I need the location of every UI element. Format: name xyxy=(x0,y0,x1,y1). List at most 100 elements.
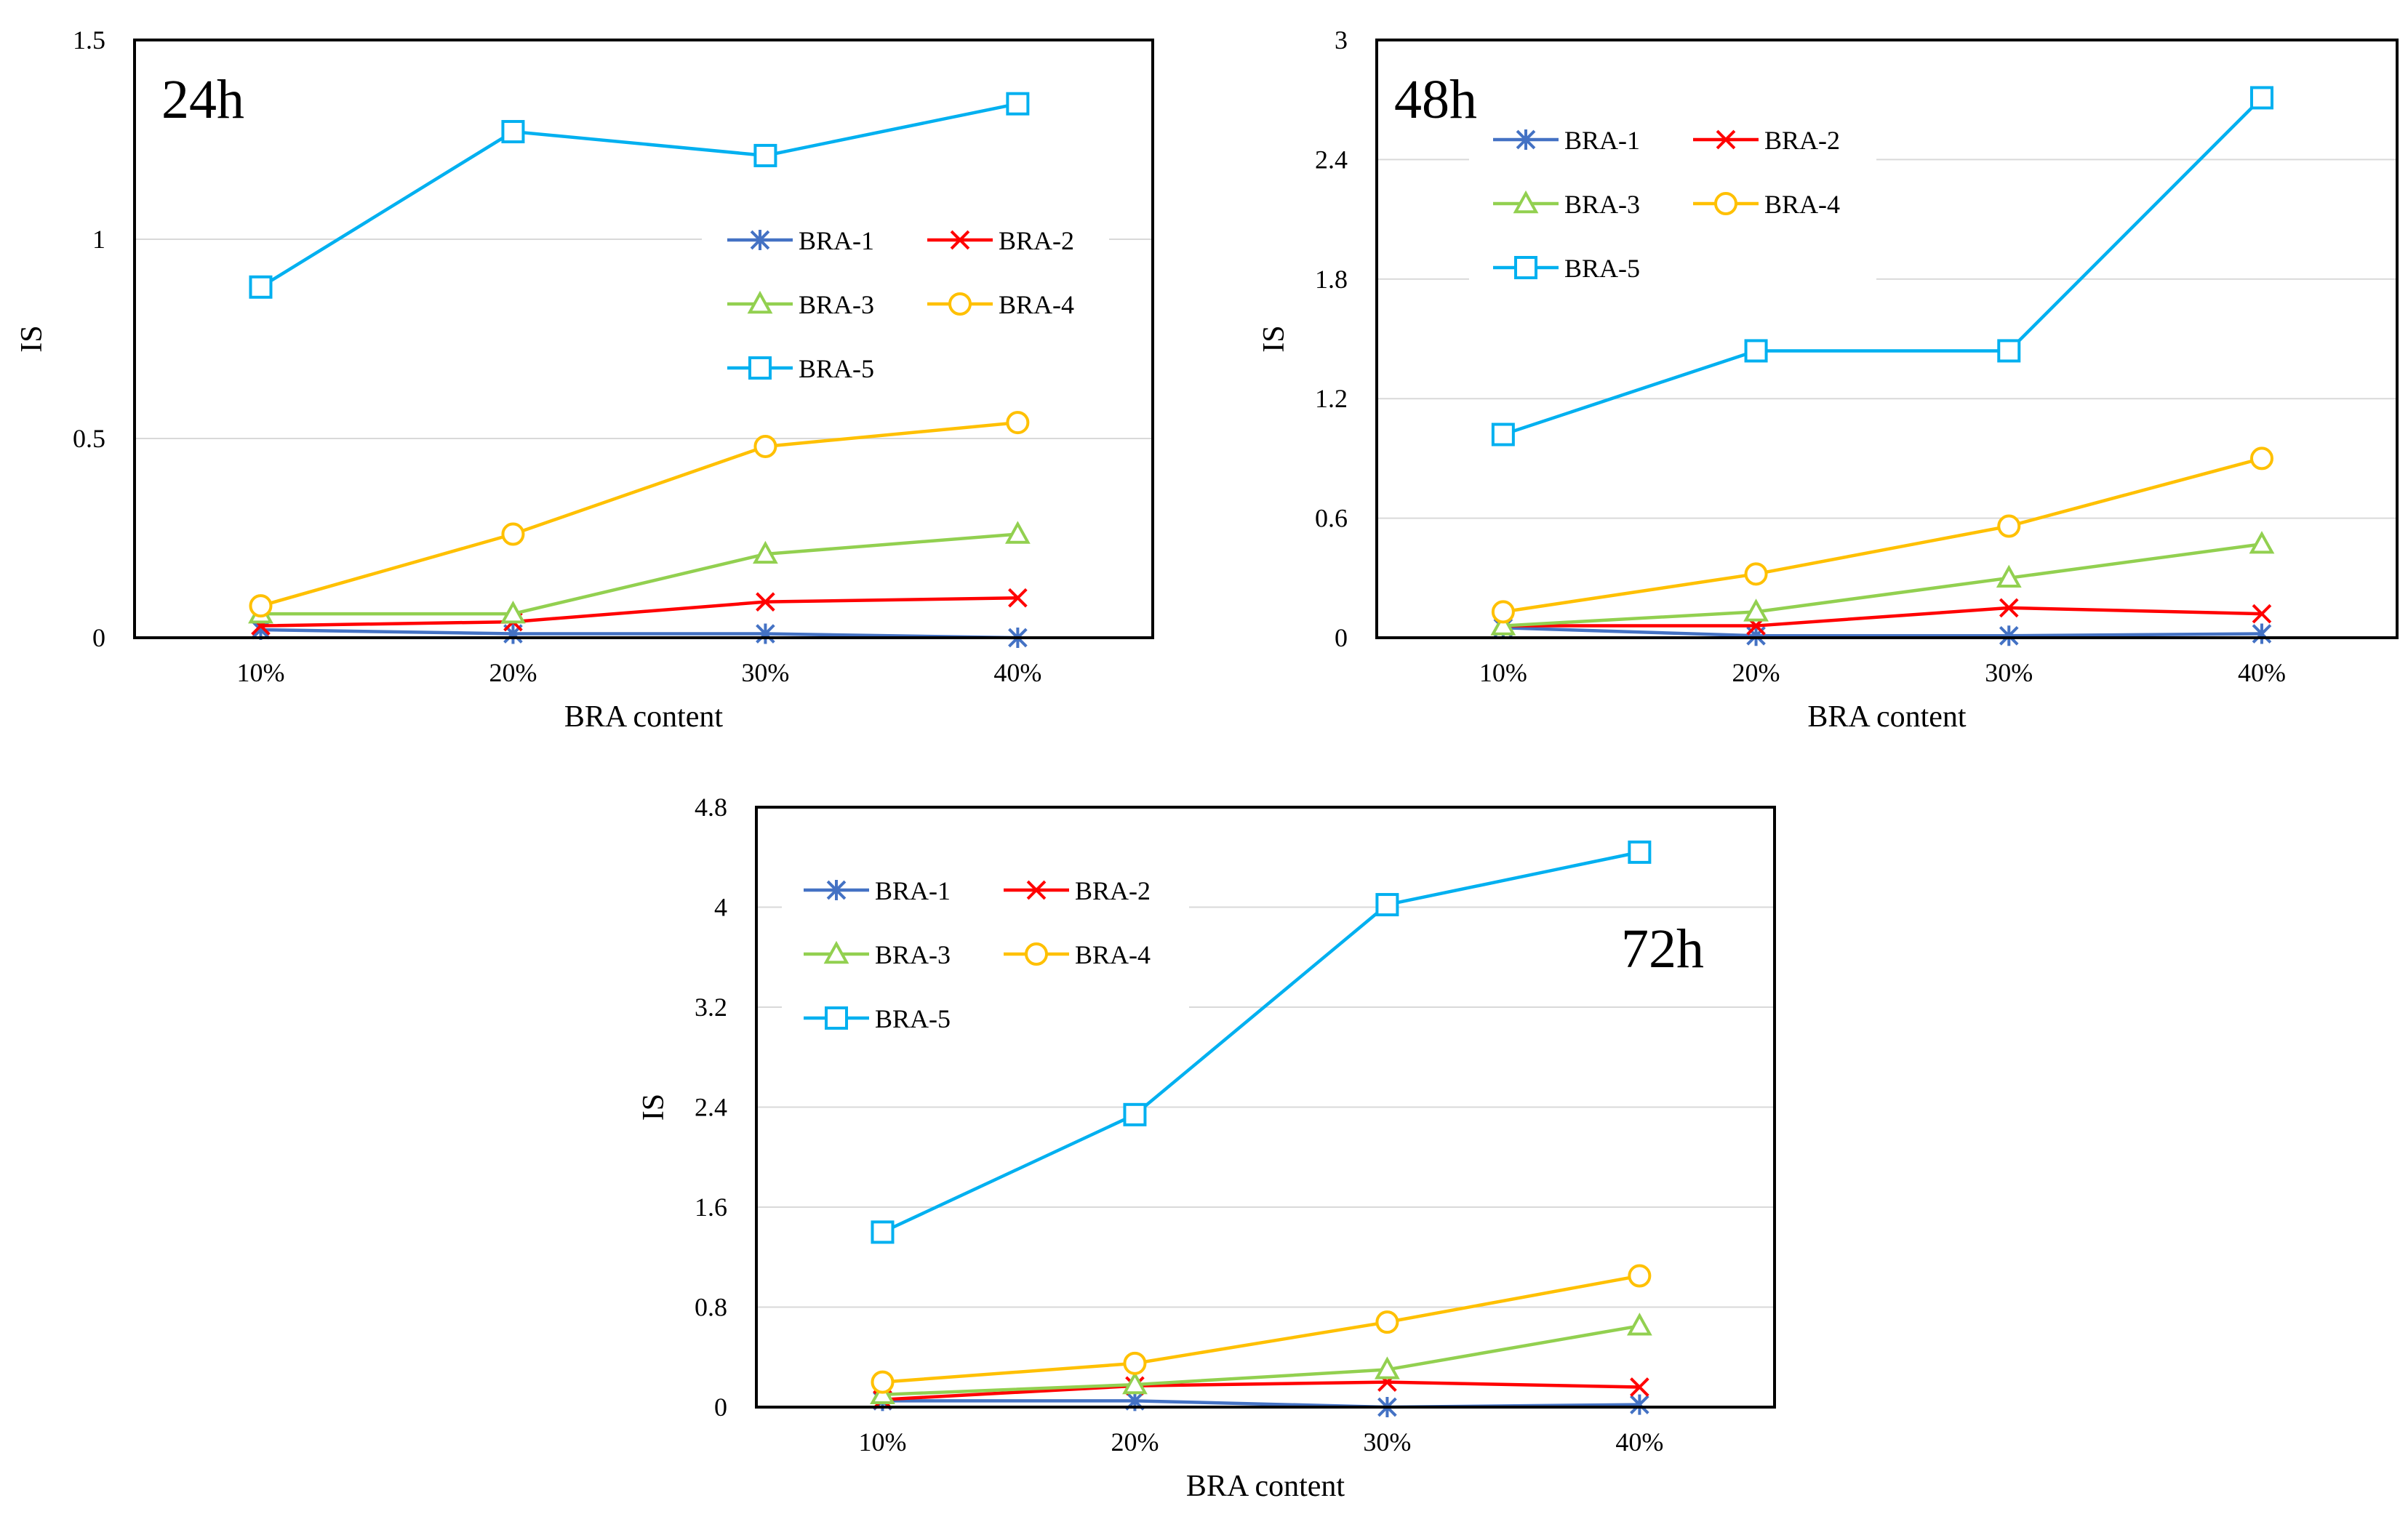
y-tick-label: 4 xyxy=(714,893,727,922)
chart-panel-72h: 0 0.8 1.6 2.4 3.2 4 4.8 10% 20% 30% 40% BRA content… xyxy=(637,793,1776,1503)
marker-bra-3-1 xyxy=(1743,598,1769,622)
x-tick-label: 30% xyxy=(741,658,789,687)
series-bra-5 xyxy=(249,92,1030,299)
series-line-bra-5 xyxy=(260,102,1018,289)
series-bra-3 xyxy=(1490,531,2275,636)
y-tick-label: 0.5 xyxy=(73,424,105,453)
legend-item-bra-4: BRA-4 xyxy=(927,290,1074,319)
x-tick-label: 20% xyxy=(1732,658,1780,687)
legend-label: BRA-1 xyxy=(799,226,874,255)
y-tick-label: 2.4 xyxy=(695,1093,727,1122)
legend-item-bra-1: BRA-1 xyxy=(727,226,874,255)
legend-item-bra-5: BRA-5 xyxy=(727,354,874,383)
legend-item-bra-1: BRA-1 xyxy=(804,876,951,905)
legend-label: BRA-4 xyxy=(1075,940,1151,969)
y-tick-label: 1.2 xyxy=(1315,384,1348,413)
series-bra-4 xyxy=(871,1264,1652,1394)
series-bra-5 xyxy=(871,840,1652,1244)
legend-label: BRA-2 xyxy=(999,226,1074,255)
series-bra-1 xyxy=(1493,617,2272,646)
marker-bra-3-3 xyxy=(2249,531,2275,554)
marker-bra-1-3 xyxy=(2252,623,2272,644)
y-tick-label: 0.6 xyxy=(1315,504,1348,533)
marker-bra-5-3 xyxy=(1006,92,1030,116)
legend-background xyxy=(782,858,1189,1033)
marker-bra-3-1 xyxy=(500,601,526,624)
legend-label: BRA-5 xyxy=(875,1004,951,1033)
legend-label: BRA-5 xyxy=(799,354,874,383)
x-axis-title: BRA content xyxy=(1807,700,1966,734)
marker-bra-5-0 xyxy=(871,1220,895,1244)
panel-title: 72h xyxy=(1621,918,1704,980)
legend-item-bra-5: BRA-5 xyxy=(1493,254,1640,283)
marker-bra-5-3 xyxy=(2249,86,2273,110)
marker-bra-5-2 xyxy=(1375,893,1399,917)
legend-item-bra-3: BRA-3 xyxy=(804,940,951,969)
series-bra-3 xyxy=(870,1313,1652,1405)
legend-item-bra-4: BRA-4 xyxy=(1693,190,1840,219)
plot-frame xyxy=(1375,39,2399,639)
x-tick-label: 20% xyxy=(1111,1427,1159,1457)
legend-label: BRA-5 xyxy=(1564,254,1640,283)
x-axis-title: BRA content xyxy=(564,700,723,734)
series-line-bra-2 xyxy=(260,596,1018,628)
marker-bra-4-2 xyxy=(753,434,777,458)
series-bra-3 xyxy=(248,521,1031,624)
marker-bra-4-1 xyxy=(1744,562,1768,586)
series-bra-2 xyxy=(251,588,1028,636)
legend-label: BRA-3 xyxy=(799,290,874,319)
marker-legend-bra-5-0 xyxy=(748,356,772,380)
legend-label: BRA-4 xyxy=(999,290,1074,319)
marker-legend-bra-5-0 xyxy=(825,1006,848,1030)
legend-label: BRA-3 xyxy=(875,940,951,969)
marker-bra-3-2 xyxy=(1375,1356,1400,1379)
marker-bra-3-2 xyxy=(753,540,778,564)
legend-item-bra-4: BRA-4 xyxy=(1004,940,1151,969)
marker-legend-bra-3-0 xyxy=(1513,190,1539,214)
marker-bra-4-3 xyxy=(1628,1264,1652,1288)
legend-item-bra-2: BRA-2 xyxy=(927,226,1074,255)
series-bra-5 xyxy=(1491,86,2273,446)
marker-bra-4-3 xyxy=(2249,446,2273,470)
series-line-bra-3 xyxy=(1503,542,2263,628)
marker-legend-bra-3-0 xyxy=(747,290,773,314)
marker-legend-bra-4-0 xyxy=(1025,942,1048,966)
legend-item-bra-5: BRA-5 xyxy=(804,1004,951,1033)
marker-bra-4-0 xyxy=(871,1370,895,1394)
y-tick-label: 1 xyxy=(92,225,105,254)
marker-bra-5-3 xyxy=(1628,840,1652,864)
marker-bra-5-2 xyxy=(1997,339,2021,363)
chart-panel-24h: 0 0.5 1 1.5 10% 20% 30% 40% BRA content IS BRA-1 BR… xyxy=(15,25,1154,734)
legend-label: BRA-2 xyxy=(1764,126,1840,155)
series-line-bra-5 xyxy=(881,850,1640,1234)
marker-bra-2-3 xyxy=(2252,604,2272,624)
marker-legend-bra-2-0 xyxy=(1026,880,1047,900)
marker-bra-3-0 xyxy=(1490,612,1516,636)
marker-legend-bra-4-0 xyxy=(948,292,972,316)
marker-bra-2-3 xyxy=(1630,1377,1649,1397)
marker-bra-4-1 xyxy=(501,522,525,546)
series-bra-4 xyxy=(249,411,1030,618)
chart-panel-48h: 0 0.6 1.2 1.8 2.4 3 10% 20% 30% 40% BRA content IS B… xyxy=(1257,25,2399,734)
marker-bra-4-3 xyxy=(1006,411,1030,435)
legend-item-bra-3: BRA-3 xyxy=(727,290,874,319)
y-tick-label: 1.6 xyxy=(695,1193,727,1222)
y-tick-label: 0 xyxy=(1335,623,1348,652)
y-axis-title: IS xyxy=(1257,325,1291,352)
y-tick-label: 0 xyxy=(714,1393,727,1422)
series-line-bra-2 xyxy=(1503,606,2263,628)
panel-title: 24h xyxy=(161,69,244,130)
marker-legend-bra-4-0 xyxy=(1714,192,1737,215)
marker-legend-bra-1-0 xyxy=(750,230,770,250)
legend-item-bra-2: BRA-2 xyxy=(1693,126,1840,155)
x-tick-label: 40% xyxy=(993,658,1041,687)
x-tick-label: 30% xyxy=(1363,1427,1411,1457)
y-axis-title: IS xyxy=(637,1094,671,1121)
x-axis-title: BRA content xyxy=(1186,1470,1345,1503)
legend-label: BRA-4 xyxy=(1764,190,1840,219)
marker-bra-5-1 xyxy=(501,120,525,144)
series-line-bra-5 xyxy=(1503,96,2263,436)
y-tick-label: 4.8 xyxy=(695,793,727,822)
marker-bra-4-2 xyxy=(1375,1310,1399,1334)
x-tick-label: 10% xyxy=(858,1427,906,1457)
